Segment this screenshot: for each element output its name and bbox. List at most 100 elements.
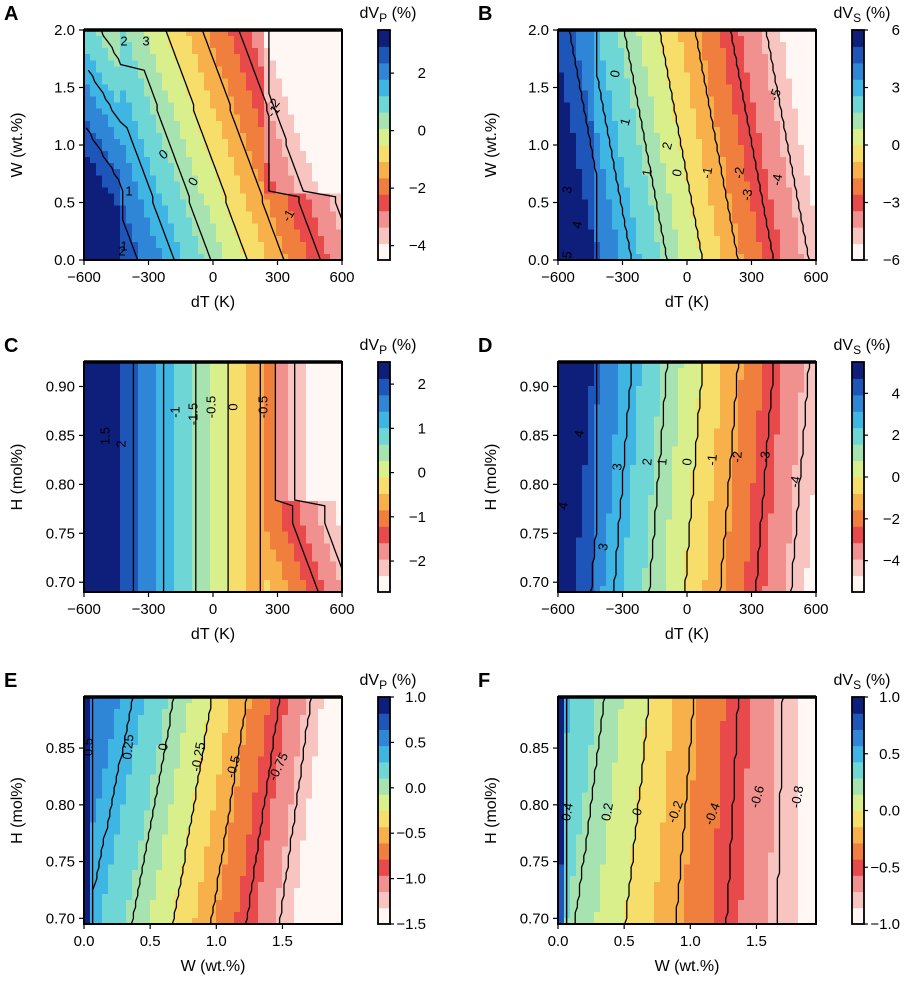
- contour-cell: [594, 96, 601, 104]
- contour-cell: [318, 543, 325, 551]
- contour-cell: [630, 217, 637, 225]
- contour-cell: [636, 145, 643, 152]
- contour-cell: [318, 458, 325, 466]
- contour-cell: [600, 132, 607, 140]
- contour-cell: [306, 410, 313, 418]
- contour-cell: [276, 169, 283, 176]
- contour-line: [201, 29, 285, 261]
- contour-cell: [312, 247, 319, 255]
- contour-cell: [132, 199, 139, 207]
- contour-cell: [570, 96, 577, 104]
- contour-cell: [678, 163, 685, 170]
- contour-line: [596, 30, 632, 260]
- contour-cell: [126, 519, 133, 527]
- contour-cell: [774, 145, 781, 152]
- contour-cell: [240, 163, 247, 170]
- contour-cell: [696, 102, 703, 110]
- contour-cell: [114, 440, 121, 448]
- contour-cell: [318, 66, 325, 73]
- contour-cell: [744, 48, 751, 55]
- contour-cell: [228, 410, 235, 418]
- contour-cell: [168, 169, 175, 176]
- contour-cell: [330, 392, 337, 399]
- contour-cell: [132, 513, 139, 520]
- contour-cell: [720, 90, 727, 98]
- contour-cell: [672, 60, 679, 67]
- contour-cell: [288, 229, 295, 237]
- contour-cell: [294, 96, 301, 104]
- contour-cell: [774, 253, 781, 261]
- contour-cell: [804, 48, 811, 55]
- contour-cell: [246, 392, 253, 399]
- contour-cell: [648, 30, 655, 37]
- contour-cell: [576, 36, 583, 43]
- contour-cell: [744, 157, 751, 164]
- contour-cell: [96, 537, 103, 545]
- contour-cell: [216, 241, 223, 249]
- contour-cell: [270, 386, 277, 393]
- contour-cell: [288, 555, 295, 563]
- contour-label: 1: [125, 183, 132, 198]
- contour-cell: [708, 90, 715, 98]
- contour-cell: [726, 169, 733, 176]
- contour-cell: [294, 404, 301, 412]
- contour-cell: [162, 561, 169, 569]
- contour-cell: [654, 114, 661, 122]
- contour-cell: [132, 386, 139, 393]
- contour-cell: [246, 495, 253, 502]
- contour-cell: [252, 163, 259, 170]
- contour-cell: [192, 54, 199, 61]
- contour-cell: [90, 573, 97, 581]
- contour-cell: [192, 60, 199, 67]
- contour-cell: [90, 132, 97, 140]
- contour-cell: [108, 543, 115, 551]
- contour-cell: [162, 470, 169, 478]
- contour-cell: [762, 114, 769, 122]
- contour-cell: [114, 48, 121, 55]
- contour-cell: [162, 440, 169, 448]
- contour-cell: [654, 120, 661, 128]
- contour-cell: [120, 458, 127, 466]
- contour-cell: [804, 138, 811, 146]
- contour-cell: [612, 90, 619, 98]
- contour-cell: [294, 537, 301, 545]
- contour-cell: [162, 452, 169, 460]
- contour-cell: [666, 126, 673, 134]
- contour-cell: [762, 235, 769, 243]
- contour-cell: [192, 151, 199, 158]
- contour-cell: [228, 42, 235, 49]
- contour-cell: [174, 549, 181, 557]
- contour-cell: [162, 90, 169, 98]
- contour-cell: [312, 470, 319, 478]
- colorbar-step: [378, 177, 390, 195]
- contour-cell: [240, 483, 247, 490]
- contour-cell: [228, 193, 235, 201]
- contour-cell: [114, 217, 121, 225]
- contour-cell: [786, 96, 793, 104]
- contour-cell: [174, 543, 181, 551]
- contour-cell: [192, 205, 199, 213]
- contour-cell: [162, 193, 169, 201]
- contour-cell: [612, 205, 619, 213]
- contour-cell: [174, 217, 181, 225]
- contour-cell: [282, 440, 289, 448]
- contour-cell: [222, 440, 229, 448]
- contour-cell: [684, 157, 691, 164]
- contour-cell: [774, 96, 781, 104]
- contour-cell: [570, 60, 577, 67]
- contour-cell: [108, 416, 115, 424]
- contour-cell: [690, 36, 697, 43]
- contour-cell: [270, 151, 277, 158]
- contour-cell: [678, 84, 685, 92]
- contour-cell: [672, 181, 679, 188]
- contour-cell: [708, 108, 715, 116]
- contour-cell: [234, 404, 241, 412]
- contour-cell: [288, 48, 295, 55]
- contour-cell: [294, 108, 301, 116]
- contour-cell: [126, 398, 133, 405]
- contour-cell: [684, 247, 691, 255]
- contour-cell: [300, 543, 307, 551]
- contour-cell: [216, 416, 223, 424]
- contour-cell: [756, 145, 763, 152]
- contour-cell: [678, 211, 685, 219]
